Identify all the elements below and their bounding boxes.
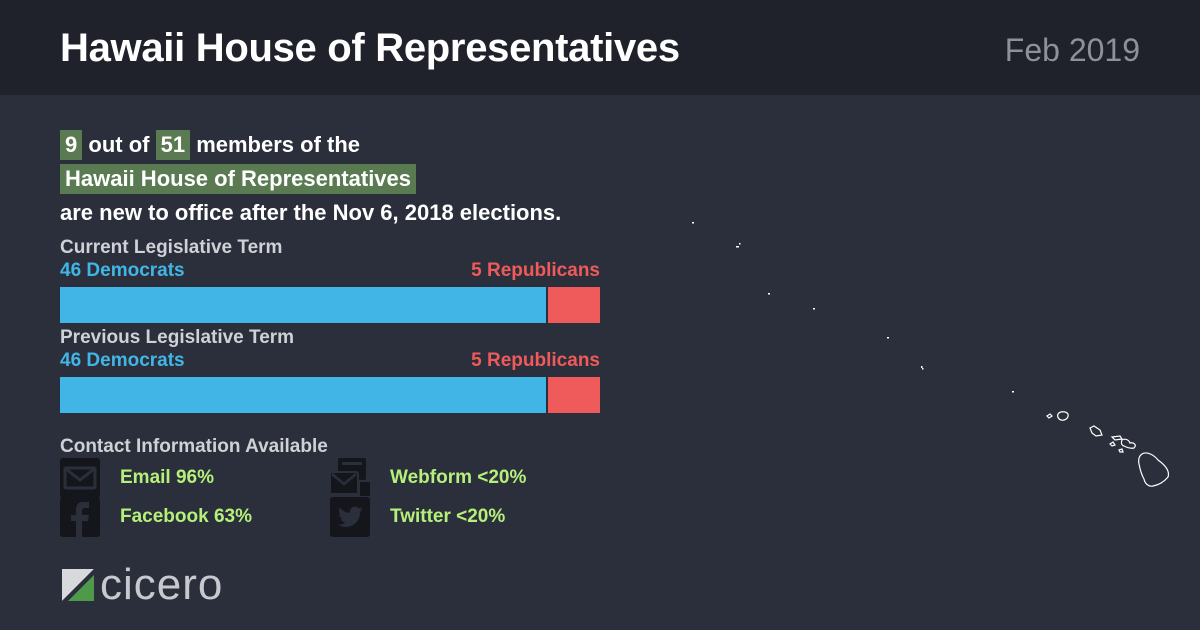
contact-twitter: Twitter <20% [330,497,505,537]
contact-title: Contact Information Available [60,436,328,457]
header-bar: Hawaii House of Representatives Feb 2019 [0,0,1200,95]
previous-rep-bar [548,377,600,413]
contact-email: Email 96% [60,458,214,498]
hawaii-islands-map [692,222,1170,487]
current-term-title: Current Legislative Term [60,237,283,258]
current-dem-bar [60,287,546,323]
summary-line-2: Hawaii House of Representatives [60,162,561,196]
cicero-logo-mark-icon [62,569,94,601]
molokai-island [1110,435,1124,441]
email-label: Email 96% [120,467,214,488]
cicero-logo: cicero [62,560,223,610]
contact-facebook: Facebook 63% [60,497,252,537]
summary-text: 9 out of 51 members of the Hawaii House … [60,128,561,230]
maui-island [1120,438,1136,449]
summary-line-3: are new to office after the Nov 6, 2018 … [60,200,562,225]
total-count: 51 [155,130,191,160]
kahoolawe-island [1118,448,1124,453]
members-of-text: members of the [196,132,361,157]
kauai-island [1057,411,1069,421]
webform-icon [330,458,370,496]
current-rep-label: 5 Republicans [471,260,600,281]
lanai-island [1109,441,1116,447]
current-rep-bar [548,287,600,323]
contact-webform: Webform <20% [330,458,526,498]
out-of-text: out of [88,132,150,157]
previous-term-title: Previous Legislative Term [60,327,295,348]
previous-rep-label: 5 Republicans [471,350,600,371]
main-islands [1046,411,1170,487]
page-title: Hawaii House of Representatives [60,26,680,70]
niihau-island [1046,413,1053,419]
twitter-icon [330,497,370,537]
cicero-logo-word: cicero [100,560,224,609]
big-island [1138,452,1170,487]
twitter-label: Twitter <20% [390,506,506,527]
facebook-icon [60,497,100,537]
oahu-island [1089,425,1103,437]
previous-term-bar [60,377,600,413]
previous-dem-bar [60,377,546,413]
current-dem-label: 46 Democrats [60,260,185,281]
facebook-label: Facebook 63% [120,506,252,527]
current-term-bar [60,287,600,323]
email-icon [60,458,100,498]
new-count: 9 [60,130,83,160]
northwest-islets [692,222,1014,393]
date-label: Feb 2019 [1004,32,1140,68]
summary-line-1: 9 out of 51 members of the [60,128,561,162]
body-name: Hawaii House of Representatives [60,164,417,194]
webform-label: Webform <20% [390,467,527,488]
previous-dem-label: 46 Democrats [60,350,185,371]
